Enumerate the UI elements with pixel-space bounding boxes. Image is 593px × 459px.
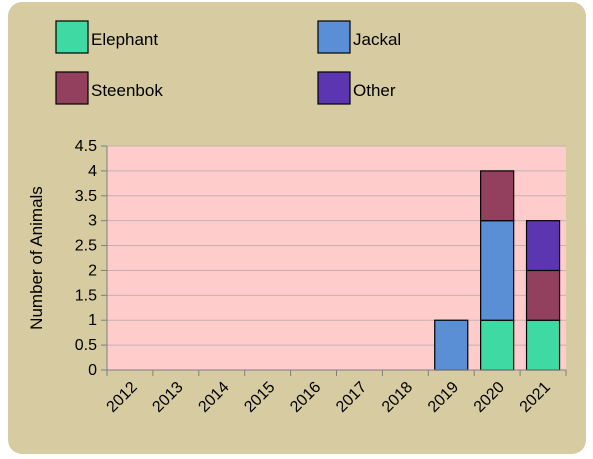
legend-label-elephant: Elephant	[91, 30, 158, 49]
legend-label-steenbok: Steenbok	[91, 81, 163, 100]
y-tick-label: 1	[88, 312, 97, 329]
x-tick-label-2013: 2013	[149, 379, 186, 416]
x-tick-label-2012: 2012	[104, 379, 141, 416]
x-tick-label-2016: 2016	[287, 379, 324, 416]
legend-label-other: Other	[353, 81, 396, 100]
y-tick-label: 1.5	[75, 287, 97, 304]
x-tick-label-2020: 2020	[471, 379, 508, 416]
x-tick-label-2015: 2015	[241, 379, 278, 416]
bar-jackal-2020	[480, 220, 515, 321]
x-tick-label-2014: 2014	[195, 379, 232, 416]
x-tick-label-2018: 2018	[379, 379, 416, 416]
y-tick-label: 2.5	[75, 238, 97, 255]
y-tick-label: 4	[88, 163, 97, 180]
y-tick-label: 0.5	[75, 337, 97, 354]
bar-elephant-2021	[525, 319, 561, 371]
y-tick-label: 2	[88, 262, 97, 279]
y-tick-label: 4.5	[75, 138, 97, 155]
bar-steenbok-2020	[480, 170, 515, 222]
legend-swatch-steenbok	[55, 71, 89, 105]
bar-other-2021	[525, 220, 561, 272]
y-axis-title: Number of Animals	[27, 186, 46, 330]
legend-swatch-elephant	[55, 20, 89, 54]
x-tick-label-2017: 2017	[333, 379, 370, 416]
bar-steenbok-2021	[525, 269, 561, 321]
y-tick-label: 3	[88, 213, 97, 230]
bar-elephant-2020	[480, 319, 515, 371]
x-tick-label-2019: 2019	[425, 379, 462, 416]
legend-swatch-jackal	[317, 20, 351, 54]
bar-jackal-2019	[434, 319, 469, 371]
legend-label-jackal: Jackal	[353, 30, 401, 49]
legend-swatch-other	[317, 71, 351, 105]
y-tick-label: 3.5	[75, 188, 97, 205]
y-tick-label: 0	[88, 362, 97, 379]
legend: Elephant Jackal Steenbok Other	[55, 20, 401, 105]
x-tick-label-2021: 2021	[517, 379, 554, 416]
plot-area: 0 0.5 1 1.5 2 2.5 3 3.5 4 4.5 2012 2013 2014 2015 2016…	[75, 138, 567, 416]
